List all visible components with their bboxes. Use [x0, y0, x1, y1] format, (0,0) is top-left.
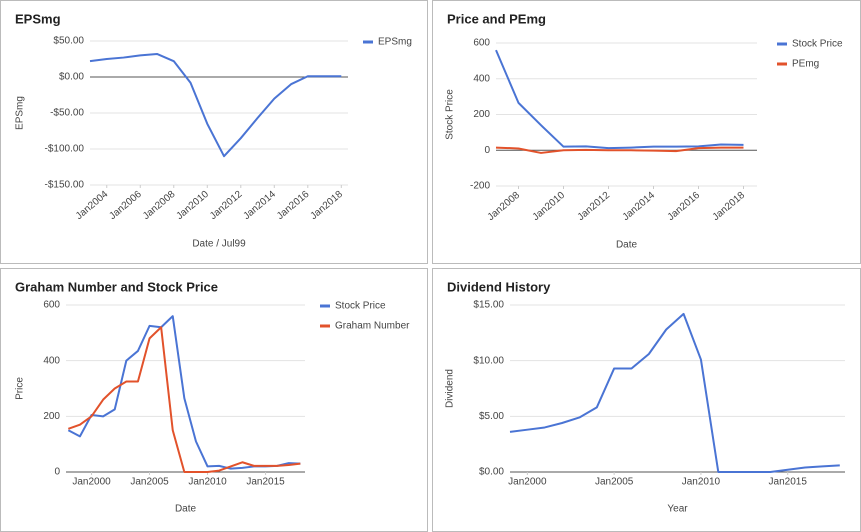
y-axis-label: Dividend: [445, 369, 456, 408]
legend-label: PEmg: [792, 59, 819, 70]
y-tick-label: 0: [54, 467, 60, 478]
y-tick-label: 600: [473, 38, 490, 49]
data-line: [67, 326, 301, 473]
legend-swatch: [320, 304, 330, 308]
y-tick-label: 200: [473, 109, 490, 120]
legend-label: EPSmg: [378, 37, 412, 48]
x-tick-label: Jan2015: [246, 477, 285, 488]
y-axis-label: Stock Price: [445, 89, 456, 140]
data-line: [495, 49, 744, 150]
chart-title: Price and PEmg: [447, 11, 546, 26]
y-tick-label: -$100.00: [45, 144, 85, 155]
chart-panel: EPSmg$50.00$0.00-$50.00-$100.00-$150.00J…: [0, 0, 428, 264]
data-line: [495, 146, 744, 154]
y-tick-label: $0.00: [479, 467, 504, 478]
legend-label: Stock Price: [335, 301, 386, 312]
chart-title: Dividend History: [447, 279, 551, 294]
chart-title: Graham Number and Stock Price: [15, 279, 218, 294]
panel-border: [0, 0, 428, 264]
y-tick-label: -$50.00: [50, 108, 84, 119]
chart-title: EPSmg: [15, 11, 61, 26]
x-axis-label: Date: [175, 504, 197, 515]
y-tick-label: $0.00: [59, 72, 84, 83]
data-line: [509, 312, 840, 473]
y-tick-label: 600: [43, 300, 60, 311]
y-tick-label: $10.00: [473, 355, 504, 366]
x-tick-label: Jan2005: [130, 477, 169, 488]
legend-label: Graham Number: [335, 321, 410, 332]
legend-swatch: [777, 42, 787, 46]
x-tick-label: Jan2010: [188, 477, 227, 488]
chart-panel: Dividend History $15.00 $10.00 $5.00 $0.00 Ja…: [432, 268, 861, 532]
y-tick-label: 200: [43, 411, 60, 422]
data-line: [89, 52, 342, 158]
panel-border: [432, 0, 861, 264]
x-tick-label: Jan2010: [682, 477, 721, 488]
legend-swatch: [777, 62, 787, 66]
x-axis-label: Date / Jul99: [192, 239, 246, 250]
chart-panel: Graham Number and Stock Price 600 400 200 0 J…: [0, 268, 428, 532]
legend-swatch: [363, 40, 373, 44]
legend-label: Stock Price: [792, 39, 843, 50]
y-tick-label: $15.00: [473, 300, 504, 311]
x-axis-label: Date: [616, 240, 638, 251]
x-tick-label: Jan2000: [508, 477, 547, 488]
y-tick-label: 0: [484, 145, 490, 156]
panel-border: [432, 268, 861, 532]
y-axis-label: EPSmg: [15, 96, 26, 130]
x-tick-label: Jan2005: [595, 477, 634, 488]
panel-border: [0, 268, 428, 532]
x-tick-label: Jan2000: [72, 477, 111, 488]
x-tick-label: Jan2015: [769, 477, 808, 488]
x-axis-label: Year: [667, 504, 688, 515]
y-tick-label: $50.00: [53, 36, 84, 47]
y-tick-label: -200: [470, 181, 490, 192]
y-axis-label: Price: [15, 377, 26, 400]
y-tick-label: 400: [473, 73, 490, 84]
y-tick-label: 400: [43, 355, 60, 366]
y-tick-label: -$150.00: [45, 180, 85, 191]
y-tick-label: $5.00: [479, 411, 504, 422]
legend-swatch: [320, 324, 330, 328]
